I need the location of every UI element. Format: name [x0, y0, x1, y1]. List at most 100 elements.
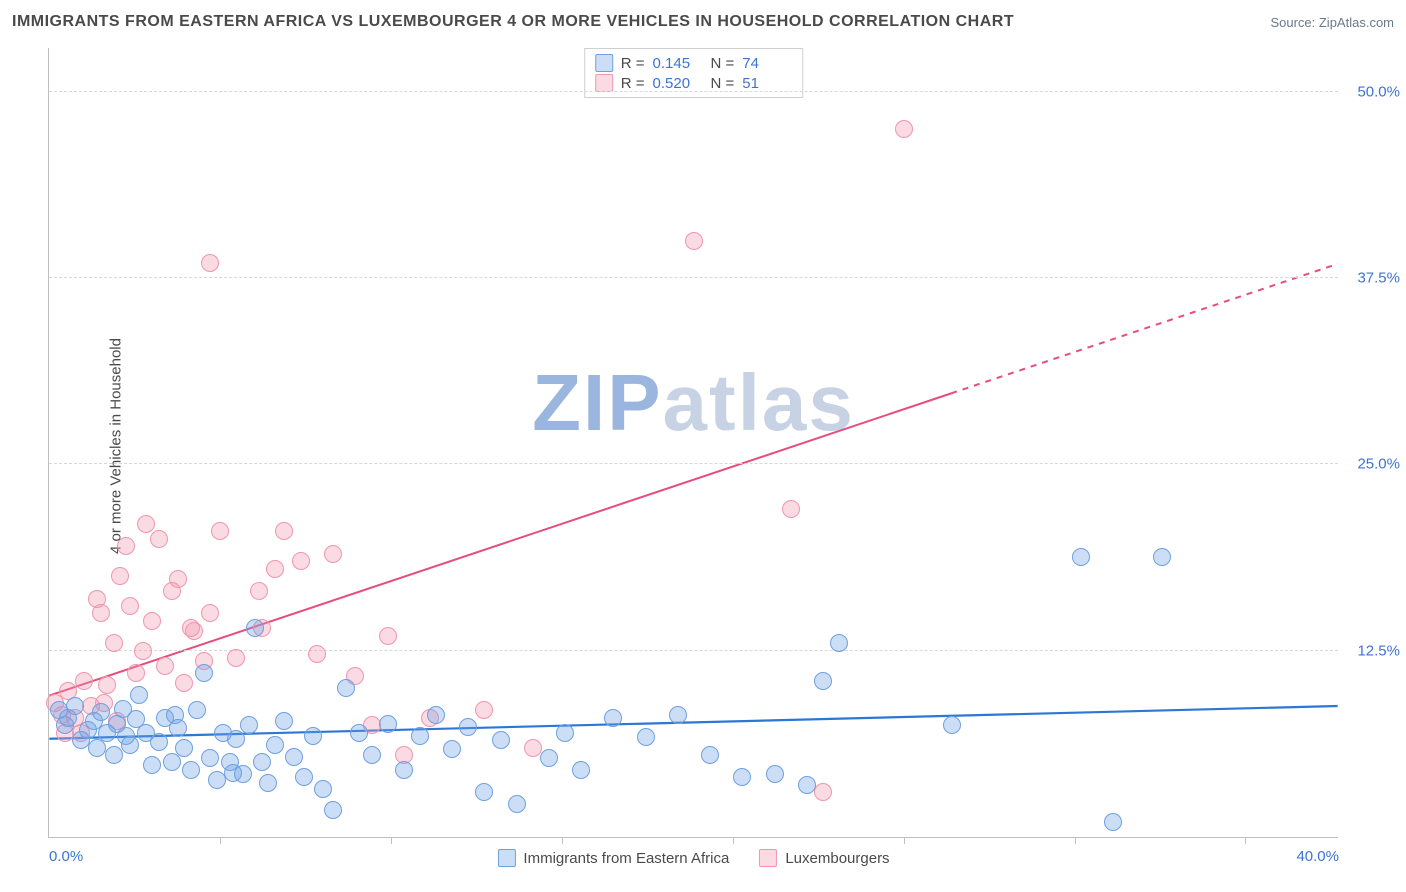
x-tick [1245, 837, 1246, 844]
data-point [195, 664, 213, 682]
data-point [637, 728, 655, 746]
data-point [130, 686, 148, 704]
scatter-plot: ZIPatlas R = 0.145 N = 74 R = 0.520 N = … [48, 48, 1338, 838]
x-tick [733, 837, 734, 844]
data-point [156, 657, 174, 675]
data-point [733, 768, 751, 786]
gridline [49, 463, 1338, 464]
data-point [275, 712, 293, 730]
x-tick [562, 837, 563, 844]
data-point [92, 703, 110, 721]
data-point [1072, 548, 1090, 566]
data-point [117, 537, 135, 555]
x-tick-label: 0.0% [49, 848, 83, 865]
legend-swatch-pink [595, 74, 613, 92]
legend-swatch-blue [497, 849, 515, 867]
data-point [227, 730, 245, 748]
data-point [814, 783, 832, 801]
legend-label-pink: Luxembourgers [785, 850, 889, 867]
legend-n-value-blue: 74 [742, 55, 792, 72]
data-point [295, 768, 313, 786]
data-point [266, 736, 284, 754]
data-point [572, 761, 590, 779]
series-legend: Immigrants from Eastern Africa Luxembour… [497, 849, 889, 867]
data-point [475, 783, 493, 801]
data-point [830, 634, 848, 652]
watermark: ZIPatlas [532, 357, 855, 449]
data-point [540, 749, 558, 767]
data-point [150, 733, 168, 751]
data-point [66, 697, 84, 715]
data-point [137, 515, 155, 533]
data-point [169, 570, 187, 588]
data-point [240, 716, 258, 734]
data-point [182, 761, 200, 779]
data-point [246, 619, 264, 637]
data-point [105, 634, 123, 652]
source-text: Source: ZipAtlas.com [1270, 15, 1394, 30]
data-point [127, 664, 145, 682]
data-point [150, 530, 168, 548]
data-point [111, 567, 129, 585]
data-point [798, 776, 816, 794]
data-point [427, 706, 445, 724]
x-tick [1075, 837, 1076, 844]
data-point [324, 801, 342, 819]
data-point [337, 679, 355, 697]
data-point [201, 604, 219, 622]
chart-title: IMMIGRANTS FROM EASTERN AFRICA VS LUXEMB… [12, 13, 1014, 31]
data-point [459, 718, 477, 736]
legend-r-label: R = [621, 75, 645, 92]
data-point [134, 642, 152, 660]
data-point [395, 761, 413, 779]
data-point [669, 706, 687, 724]
data-point [685, 232, 703, 250]
data-point [92, 604, 110, 622]
data-point [324, 545, 342, 563]
data-point [524, 739, 542, 757]
data-point [814, 672, 832, 690]
legend-n-label: N = [711, 75, 735, 92]
data-point [117, 727, 135, 745]
data-point [443, 740, 461, 758]
data-point [314, 780, 332, 798]
data-point [121, 597, 139, 615]
data-point [211, 522, 229, 540]
y-tick-label: 12.5% [1357, 642, 1400, 659]
data-point [379, 627, 397, 645]
data-point [224, 764, 242, 782]
data-point [250, 582, 268, 600]
data-point [411, 727, 429, 745]
data-point [1153, 548, 1171, 566]
x-tick [904, 837, 905, 844]
data-point [175, 674, 193, 692]
data-point [227, 649, 245, 667]
data-point [701, 746, 719, 764]
legend-n-label: N = [711, 55, 735, 72]
data-point [266, 560, 284, 578]
data-point [492, 731, 510, 749]
legend-r-value-pink: 0.520 [653, 75, 703, 92]
legend-swatch-blue [595, 54, 613, 72]
data-point [475, 701, 493, 719]
gridline [49, 650, 1338, 651]
data-point [766, 765, 784, 783]
data-point [105, 746, 123, 764]
y-tick-label: 50.0% [1357, 83, 1400, 100]
x-tick-label: 40.0% [1296, 848, 1339, 865]
data-point [556, 724, 574, 742]
gridline [49, 91, 1338, 92]
data-point [143, 612, 161, 630]
data-point [185, 622, 203, 640]
data-point [508, 795, 526, 813]
data-point [259, 774, 277, 792]
data-point [895, 120, 913, 138]
legend-n-value-pink: 51 [742, 75, 792, 92]
data-point [188, 701, 206, 719]
legend-swatch-pink [759, 849, 777, 867]
data-point [604, 709, 622, 727]
y-tick-label: 25.0% [1357, 456, 1400, 473]
data-point [143, 756, 161, 774]
data-point [175, 739, 193, 757]
data-point [275, 522, 293, 540]
